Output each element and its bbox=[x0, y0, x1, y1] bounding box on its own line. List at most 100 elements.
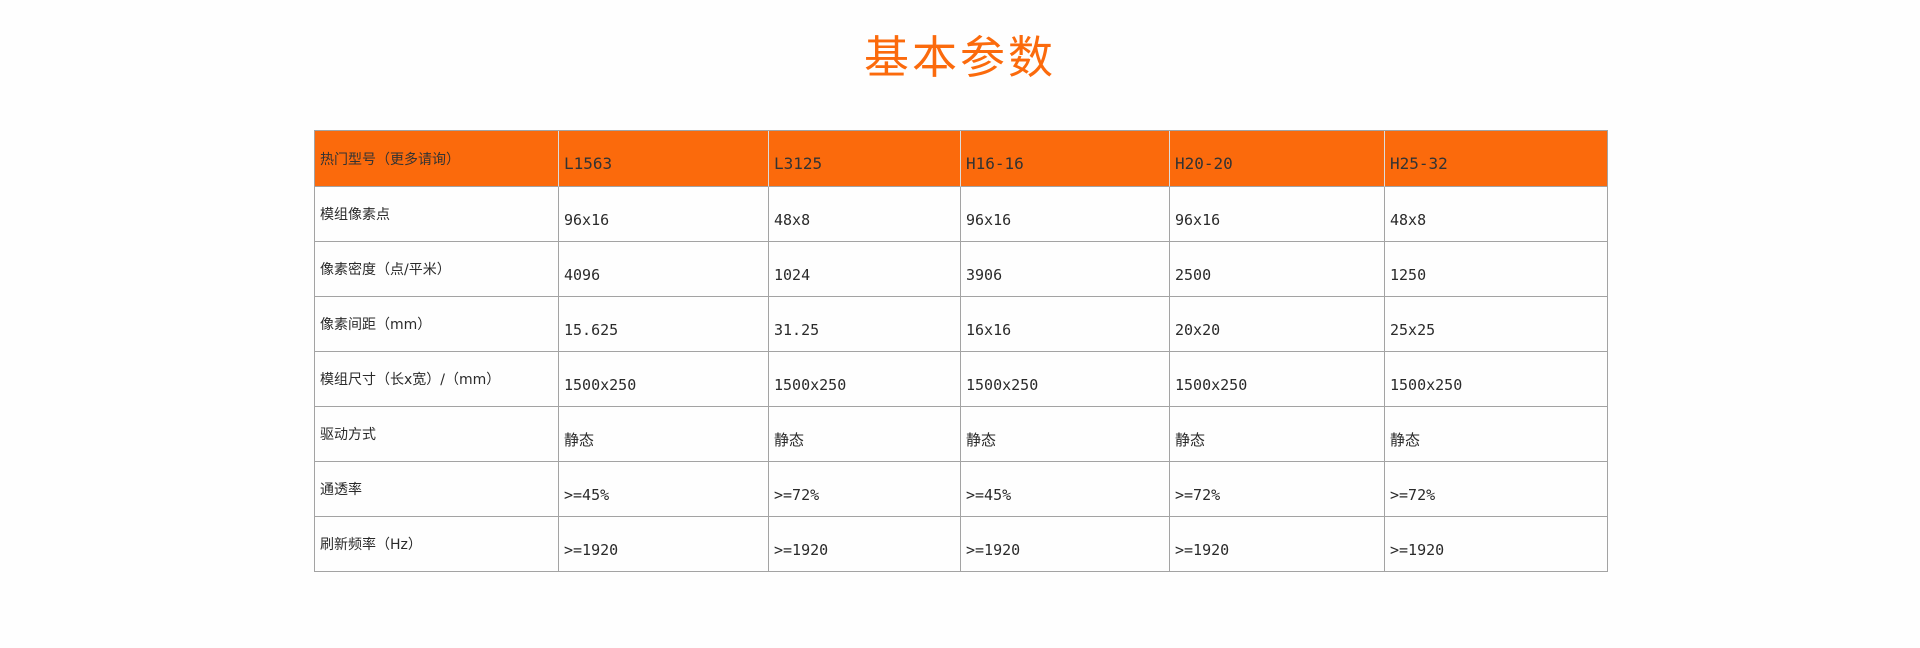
value-cell: >=1920 bbox=[769, 517, 961, 572]
cell-value: >=45% bbox=[564, 485, 610, 504]
value-cell: 96x16 bbox=[1170, 187, 1385, 242]
value-cell: >=1920 bbox=[559, 517, 769, 572]
cell-value: 静态 bbox=[1390, 430, 1421, 449]
cell-value: 96x16 bbox=[564, 210, 610, 229]
row-label-cell: 通透率 bbox=[315, 462, 559, 517]
table-row: 通透率 >=45% >=72% >=45% >=72% >=72% bbox=[315, 462, 1608, 517]
value-cell: 1024 bbox=[769, 242, 961, 297]
value-cell: 15.625 bbox=[559, 297, 769, 352]
cell-value: 3906 bbox=[966, 265, 1003, 284]
value-cell: 48x8 bbox=[769, 187, 961, 242]
value-cell: 20x20 bbox=[1170, 297, 1385, 352]
model-column-header: L1563 bbox=[559, 131, 769, 187]
cell-value: 静态 bbox=[966, 430, 997, 449]
cell-value: >=1920 bbox=[1390, 540, 1445, 559]
value-cell: >=45% bbox=[559, 462, 769, 517]
model-name: L3125 bbox=[774, 154, 823, 173]
value-cell: >=1920 bbox=[961, 517, 1170, 572]
page-title: 基本参数 bbox=[863, 31, 1056, 85]
cell-value: 静态 bbox=[1175, 430, 1206, 449]
value-cell: 静态 bbox=[1385, 407, 1608, 462]
row-label-cell: 像素间距（mm） bbox=[315, 297, 559, 352]
value-cell: >=45% bbox=[961, 462, 1170, 517]
row-label: 通透率 bbox=[320, 482, 362, 498]
value-cell: >=1920 bbox=[1385, 517, 1608, 572]
cell-value: 4096 bbox=[564, 265, 601, 284]
row-label: 刷新频率（Hz） bbox=[320, 537, 422, 553]
value-cell: >=72% bbox=[769, 462, 961, 517]
table-row: 像素密度（点/平米） 4096 1024 3906 2500 1250 bbox=[315, 242, 1608, 297]
value-cell: 静态 bbox=[559, 407, 769, 462]
table-row: 刷新频率（Hz） >=1920 >=1920 >=1920 >=1920 >=1… bbox=[315, 517, 1608, 572]
value-cell: 1500x250 bbox=[769, 352, 961, 407]
model-name: H16-16 bbox=[966, 154, 1024, 173]
value-cell: 96x16 bbox=[961, 187, 1170, 242]
value-cell: 25x25 bbox=[1385, 297, 1608, 352]
cell-value: 15.625 bbox=[564, 320, 619, 339]
value-cell: 静态 bbox=[1170, 407, 1385, 462]
row-label: 模组像素点 bbox=[320, 207, 390, 223]
cell-value: 48x8 bbox=[774, 210, 811, 229]
value-cell: 31.25 bbox=[769, 297, 961, 352]
cell-value: 20x20 bbox=[1175, 320, 1221, 339]
row-label-cell: 模组尺寸（长x宽）/（mm） bbox=[315, 352, 559, 407]
cell-value: 静态 bbox=[774, 430, 805, 449]
row-label: 像素密度（点/平米） bbox=[320, 262, 451, 278]
row-label: 驱动方式 bbox=[320, 427, 376, 443]
model-column-header: L3125 bbox=[769, 131, 961, 187]
row-label: 像素间距（mm） bbox=[320, 317, 432, 333]
cell-value: 96x16 bbox=[1175, 210, 1221, 229]
value-cell: 96x16 bbox=[559, 187, 769, 242]
value-cell: 1500x250 bbox=[559, 352, 769, 407]
row-label-cell: 模组像素点 bbox=[315, 187, 559, 242]
cell-value: >=1920 bbox=[564, 540, 619, 559]
cell-value: 25x25 bbox=[1390, 320, 1436, 339]
model-name: H20-20 bbox=[1175, 154, 1233, 173]
row-label-cell: 驱动方式 bbox=[315, 407, 559, 462]
model-name: L1563 bbox=[564, 154, 613, 173]
value-cell: 2500 bbox=[1170, 242, 1385, 297]
table-row: 模组尺寸（长x宽）/（mm） 1500x250 1500x250 1500x25… bbox=[315, 352, 1608, 407]
row-label-cell: 像素密度（点/平米） bbox=[315, 242, 559, 297]
value-cell: 3906 bbox=[961, 242, 1170, 297]
value-cell: 16x16 bbox=[961, 297, 1170, 352]
table-row: 像素间距（mm） 15.625 31.25 16x16 20x20 25x25 bbox=[315, 297, 1608, 352]
cell-value: 静态 bbox=[564, 430, 595, 449]
cell-value: 1500x250 bbox=[1175, 375, 1248, 394]
value-cell: 4096 bbox=[559, 242, 769, 297]
model-column-header: H20-20 bbox=[1170, 131, 1385, 187]
cell-value: 96x16 bbox=[966, 210, 1012, 229]
value-cell: 1500x250 bbox=[1385, 352, 1608, 407]
cell-value: 1024 bbox=[774, 265, 811, 284]
cell-value: 16x16 bbox=[966, 320, 1012, 339]
value-cell: 1500x250 bbox=[1170, 352, 1385, 407]
row-label: 模组尺寸（长x宽）/（mm） bbox=[320, 372, 501, 388]
row-label-cell: 刷新频率（Hz） bbox=[315, 517, 559, 572]
header-label-cell: 热门型号（更多请询） bbox=[315, 131, 559, 187]
cell-value: 1500x250 bbox=[774, 375, 847, 394]
cell-value: >=72% bbox=[1390, 485, 1436, 504]
value-cell: >=72% bbox=[1170, 462, 1385, 517]
table-row: 驱动方式 静态 静态 静态 静态 静态 bbox=[315, 407, 1608, 462]
cell-value: 1500x250 bbox=[966, 375, 1039, 394]
value-cell: 静态 bbox=[961, 407, 1170, 462]
model-name: H25-32 bbox=[1390, 154, 1448, 173]
cell-value: 31.25 bbox=[774, 320, 820, 339]
cell-value: >=72% bbox=[1175, 485, 1221, 504]
cell-value: >=72% bbox=[774, 485, 820, 504]
model-column-header: H16-16 bbox=[961, 131, 1170, 187]
value-cell: >=1920 bbox=[1170, 517, 1385, 572]
value-cell: 48x8 bbox=[1385, 187, 1608, 242]
cell-value: >=1920 bbox=[774, 540, 829, 559]
cell-value: 1500x250 bbox=[564, 375, 637, 394]
model-column-header: H25-32 bbox=[1385, 131, 1608, 187]
cell-value: >=1920 bbox=[966, 540, 1021, 559]
cell-value: >=45% bbox=[966, 485, 1012, 504]
value-cell: 静态 bbox=[769, 407, 961, 462]
spec-table: 热门型号（更多请询） L1563 L3125 H16-16 H20-20 H25… bbox=[314, 130, 1608, 572]
value-cell: 1500x250 bbox=[961, 352, 1170, 407]
cell-value: 48x8 bbox=[1390, 210, 1427, 229]
cell-value: 2500 bbox=[1175, 265, 1212, 284]
cell-value: 1250 bbox=[1390, 265, 1427, 284]
cell-value: 1500x250 bbox=[1390, 375, 1463, 394]
